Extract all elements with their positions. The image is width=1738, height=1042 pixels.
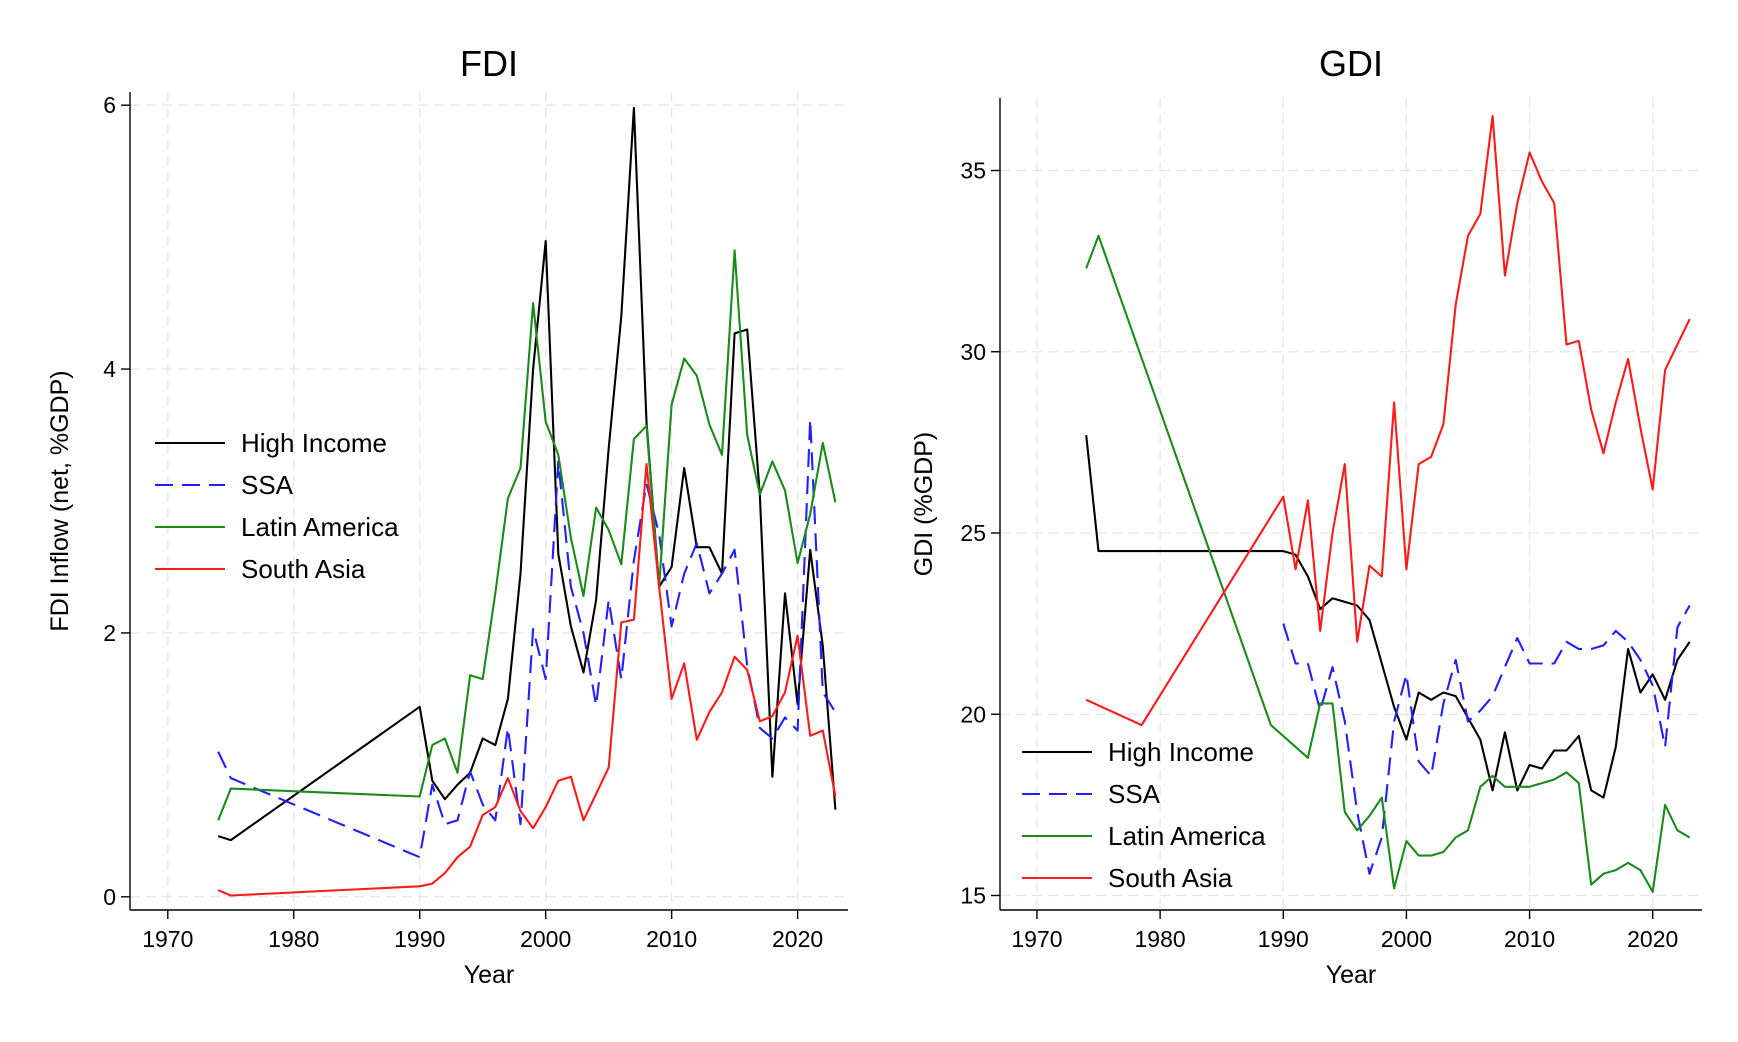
fdi-legend-label-south-asia: South Asia [241,554,366,584]
fdi-series-ssa-line [217,418,837,859]
gdi-x-tick-label: 2000 [1381,926,1432,952]
fdi-x-axis-label: Year [464,961,515,989]
fdi-y-tick-label: 4 [103,356,116,382]
gdi-legend-label-south-asia: South Asia [1108,863,1233,893]
gdi-x-tick-label: 1990 [1258,926,1309,952]
fdi-x-tick-label: 2010 [646,926,697,952]
gdi-legend-label-ssa: SSA [1108,779,1161,809]
gdi-series-high-income-line [1085,434,1691,799]
gdi-series-ssa-line [1282,604,1691,875]
fdi-y-axis-label: FDI Inflow (net, %GDP) [46,370,74,631]
gdi-y-tick-label: 30 [960,339,986,365]
fdi-legend-label-high-income: High Income [241,428,387,458]
gdi-y-axis-label: GDI (%GDP) [910,432,938,576]
fdi-series-latin-america-line [217,249,837,821]
gdi-series-south-asia-line [1085,115,1691,727]
gdi-legend-label-high-income: High Income [1108,737,1254,767]
fdi-legend-label-ssa: SSA [241,470,294,500]
gdi-y-tick-label: 35 [960,158,986,184]
gdi-series-latin-america-line [1085,234,1691,893]
fdi-chart-panel: 1970 1980 1990 2000 2010 2020 0 2 4 6 FDI Year FDI I… [46,43,848,989]
gdi-y-tick-label: 25 [960,520,986,546]
gdi-chart-title: GDI [1319,43,1383,84]
gdi-y-tick-label: 20 [960,701,986,727]
fdi-x-tick-label: 2000 [520,926,571,952]
gdi-x-tick-label: 1980 [1135,926,1186,952]
gdi-legend: High Income SSA Latin America South Asia [1022,737,1266,893]
fdi-chart-title: FDI [460,43,518,84]
fdi-x-tick-label: 1970 [142,926,193,952]
gdi-x-axis-label: Year [1326,961,1377,989]
gdi-x-tick-label: 2020 [1627,926,1678,952]
gdi-legend-label-latin-america: Latin America [1108,821,1266,851]
fdi-legend-label-latin-america: Latin America [241,512,399,542]
fdi-series-south-asia-line [217,463,837,897]
fdi-x-tick-label: 2020 [772,926,823,952]
fdi-series-high-income-line [217,106,837,842]
gdi-chart-panel: 1970 1980 1990 2000 2010 2020 15 20 25 30 35 GDI Yea… [910,43,1702,989]
fdi-y-tick-label: 6 [103,92,116,118]
fdi-x-tick-label: 1990 [394,926,445,952]
gdi-x-tick-label: 1970 [1011,926,1062,952]
fdi-x-tick-label: 1980 [268,926,319,952]
fdi-y-tick-label: 0 [103,884,116,910]
gdi-x-tick-label: 2010 [1504,926,1555,952]
fdi-legend: High Income SSA Latin America South Asia [155,428,399,584]
gdi-y-tick-label: 15 [960,883,986,909]
fdi-y-tick-label: 2 [103,620,116,646]
